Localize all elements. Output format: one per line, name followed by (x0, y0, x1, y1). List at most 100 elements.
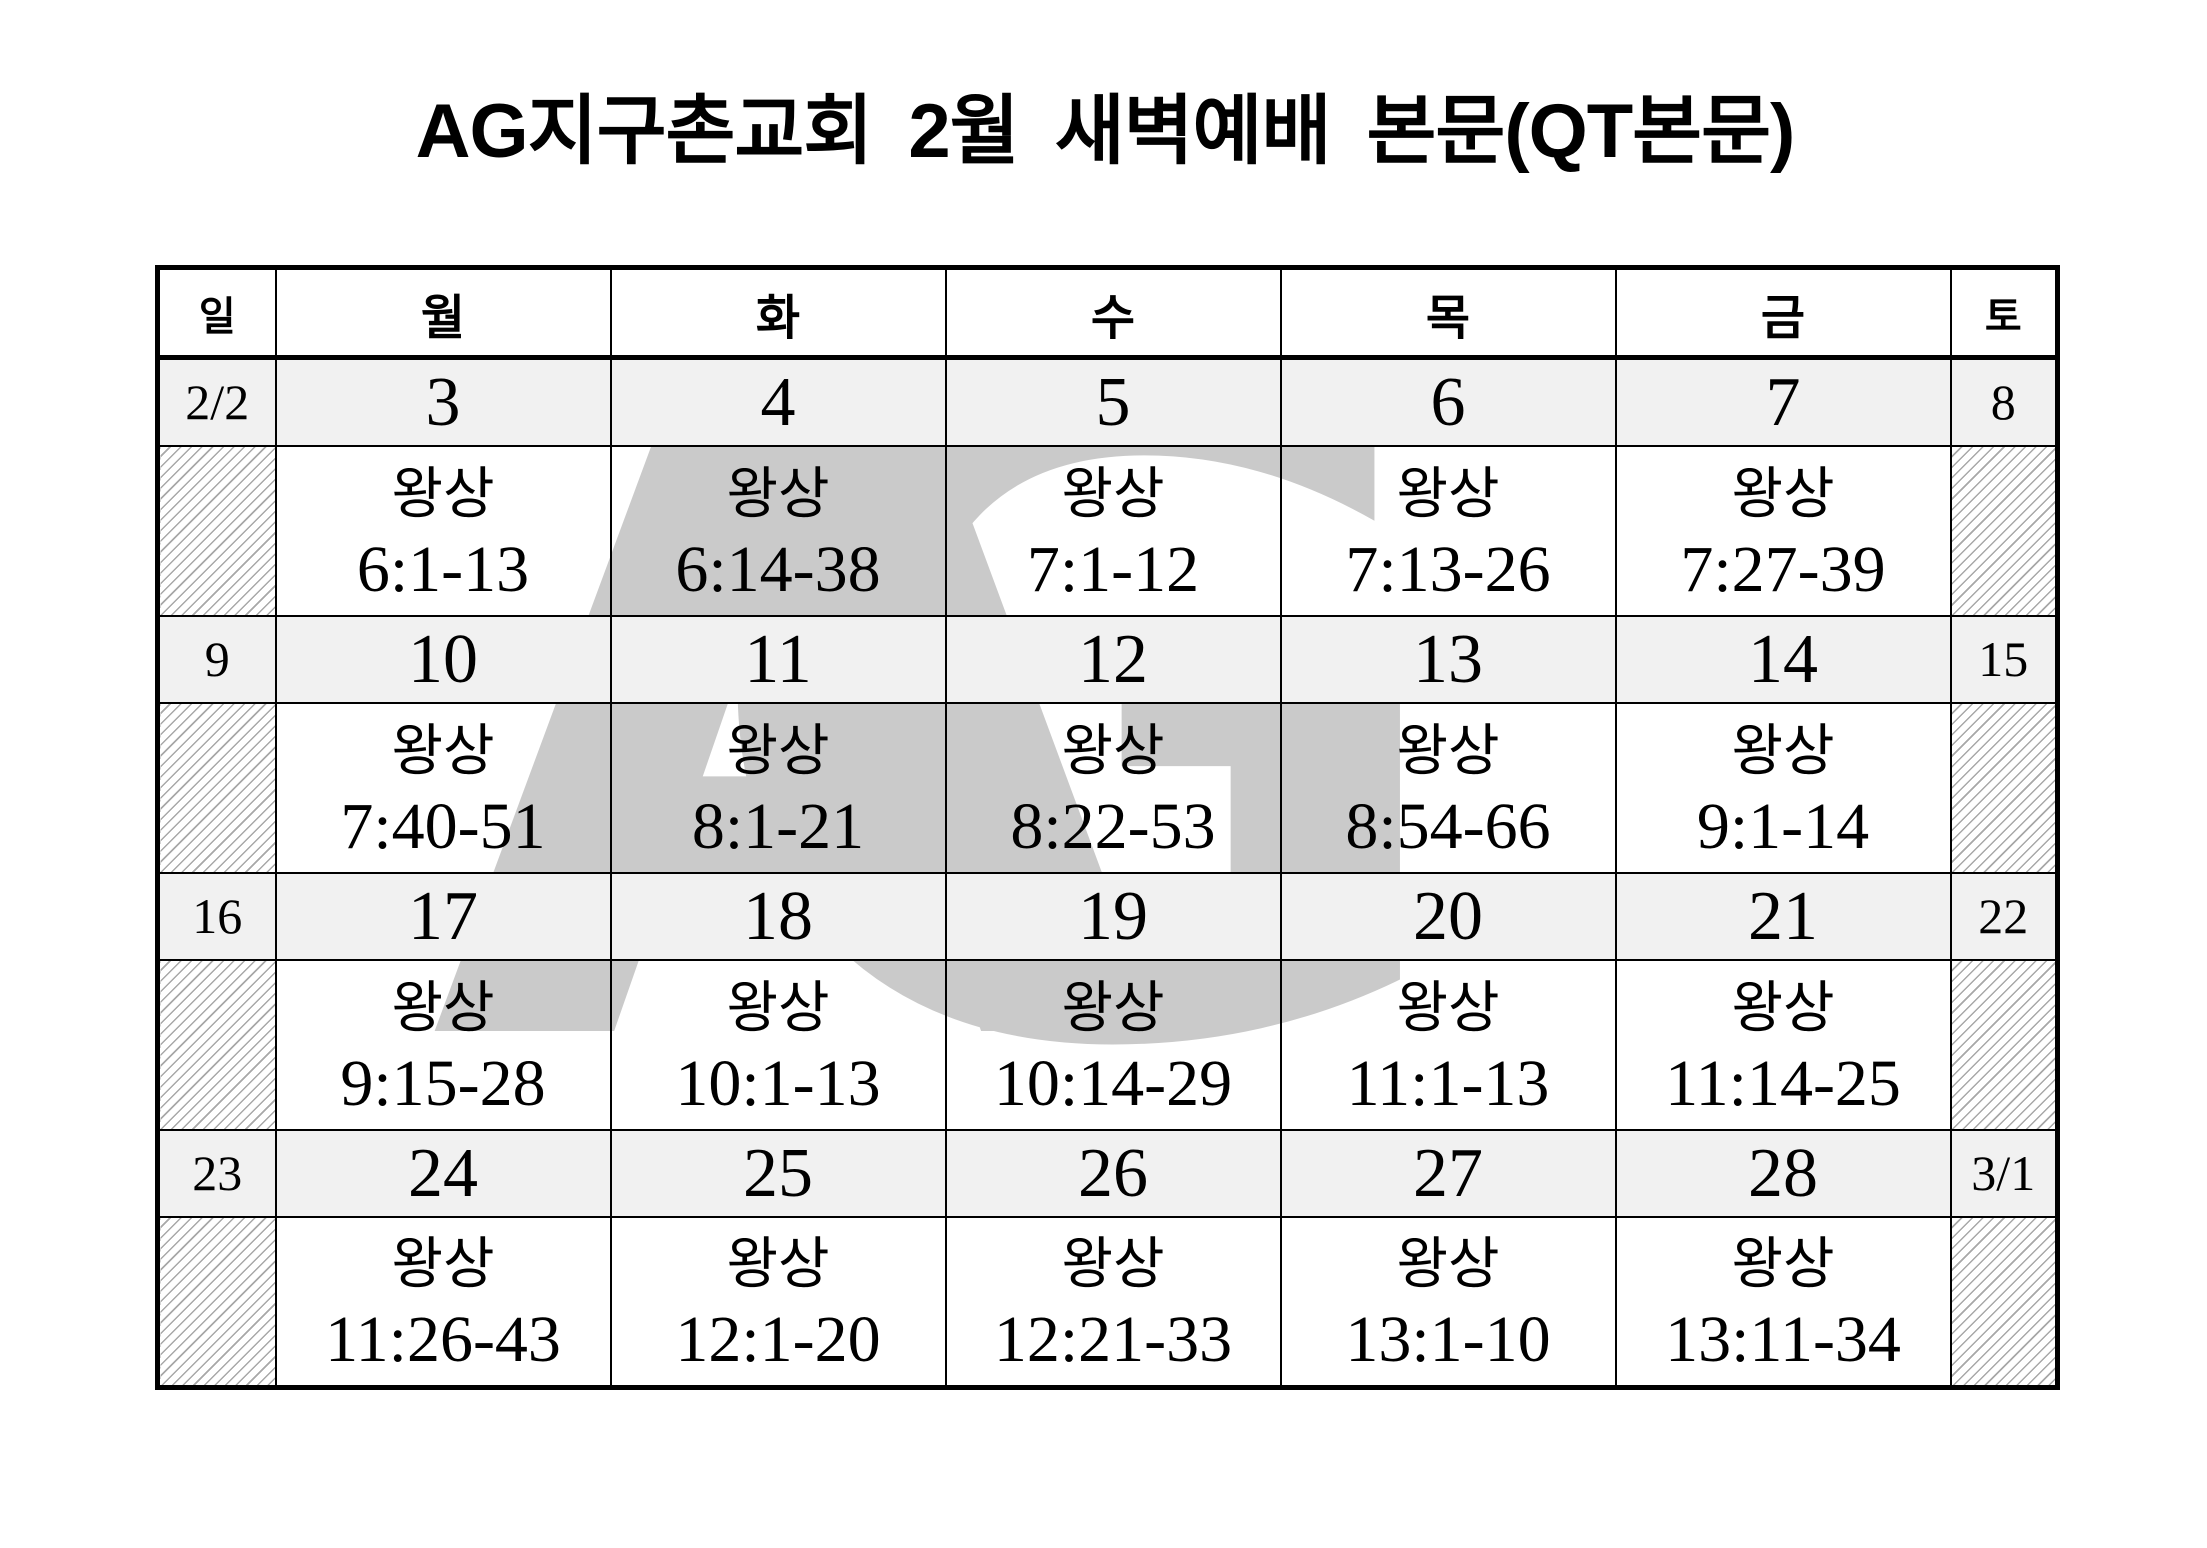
reading-book: 왕상 (1396, 1234, 1500, 1297)
reading-verses: 11:1-13 (1346, 1047, 1550, 1120)
reading-verses: 12:21-33 (993, 1303, 1233, 1377)
date-cell: 15 (1949, 615, 2059, 704)
week-3-date-row: 16 17 18 19 20 21 22 (156, 872, 2059, 961)
reading-book: 왕상 (1396, 978, 1500, 1040)
reading-verses: 13:11-34 (1665, 1303, 1901, 1377)
week-2-reading-row: 왕상 7:40-51 왕상 8:1-21 왕상 8:22-53 왕상 8:54-66 왕상 9:1… (156, 702, 2059, 874)
date-cell: 25 (609, 1129, 947, 1218)
reading-verses: 13:1-10 (1345, 1303, 1551, 1377)
reading-verses: 12:1-20 (675, 1303, 881, 1377)
reading-cell: 왕상 7:13-26 (1279, 445, 1617, 617)
reading-book: 왕상 (1061, 978, 1165, 1040)
date-cell: 6 (1279, 356, 1617, 447)
reading-verses: 9:15-28 (340, 1047, 546, 1120)
date-cell: 16 (156, 872, 277, 961)
date-cell: 21 (1614, 872, 1952, 961)
day-header-0: 일 (156, 266, 277, 360)
reading-cell: 왕상 12:21-33 (944, 1216, 1282, 1388)
date-cell: 18 (609, 872, 947, 961)
reading-book: 왕상 (391, 1234, 495, 1297)
reading-book: 왕상 (1731, 1234, 1835, 1297)
rest-day-hatched-cell (1949, 959, 2059, 1131)
day-header-1: 월 (274, 266, 612, 360)
reading-book: 왕상 (1396, 721, 1500, 783)
reading-verses: 7:1-12 (1026, 533, 1200, 606)
reading-verses: 6:1-13 (356, 533, 530, 606)
reading-verses: 8:1-21 (691, 790, 865, 863)
date-cell: 17 (274, 872, 612, 961)
day-header-4: 목 (1279, 266, 1617, 360)
reading-verses: 8:22-53 (1010, 790, 1216, 863)
reading-cell: 왕상 11:14-25 (1614, 959, 1952, 1131)
page-title: AG지구촌교회 2월 새벽예배 본문(QT본문) (415, 89, 1796, 174)
day-header-5: 금 (1614, 266, 1952, 360)
reading-book: 왕상 (1731, 978, 1835, 1040)
rest-day-hatched-cell (156, 1216, 277, 1388)
reading-cell: 왕상 9:15-28 (274, 959, 612, 1131)
reading-cell: 왕상 7:27-39 (1614, 445, 1952, 617)
reading-verses: 10:1-13 (675, 1047, 881, 1120)
day-header-3: 수 (944, 266, 1282, 360)
rest-day-hatched-cell (156, 445, 277, 617)
rest-day-hatched-cell (156, 959, 277, 1131)
reading-book: 왕상 (1731, 464, 1835, 526)
date-cell: 3/1 (1949, 1129, 2059, 1218)
reading-cell: 왕상 11:26-43 (274, 1216, 612, 1388)
reading-cell: 왕상 7:40-51 (274, 702, 612, 874)
date-cell: 2/2 (156, 356, 277, 447)
reading-cell: 왕상 13:1-10 (1279, 1216, 1617, 1388)
reading-cell: 왕상 10:14-29 (944, 959, 1282, 1131)
day-header-2: 화 (609, 266, 947, 360)
reading-cell: 왕상 8:22-53 (944, 702, 1282, 874)
reading-book: 왕상 (1061, 464, 1165, 526)
date-cell: 10 (274, 615, 612, 704)
reading-cell: 왕상 6:14-38 (609, 445, 947, 617)
rest-day-hatched-cell (1949, 702, 2059, 874)
week-4-reading-row: 왕상 11:26-43 왕상 12:1-20 왕상 12:21-33 왕상 13:1-10 왕상… (156, 1216, 2059, 1388)
date-cell: 13 (1279, 615, 1617, 704)
reading-verses: 7:13-26 (1345, 533, 1551, 606)
week-1-date-row: 2/2 3 4 5 6 7 8 (156, 356, 2059, 447)
date-cell: 24 (274, 1129, 612, 1218)
date-cell: 4 (609, 356, 947, 447)
reading-verses: 7:27-39 (1680, 533, 1886, 606)
rest-day-hatched-cell (1949, 1216, 2059, 1388)
reading-book: 왕상 (1061, 1234, 1165, 1297)
date-cell: 14 (1614, 615, 1952, 704)
reading-cell: 왕상 8:54-66 (1279, 702, 1617, 874)
week-3-reading-row: 왕상 9:15-28 왕상 10:1-13 왕상 10:14-29 왕상 11:1-13 왕상 1… (156, 959, 2059, 1131)
rest-day-hatched-cell (156, 702, 277, 874)
reading-book: 왕상 (391, 464, 495, 526)
date-cell: 22 (1949, 872, 2059, 961)
reading-verses: 8:54-66 (1345, 790, 1551, 863)
date-cell: 28 (1614, 1129, 1952, 1218)
reading-verses: 11:26-43 (325, 1303, 561, 1377)
reading-verses: 11:14-25 (1665, 1047, 1901, 1120)
reading-cell: 왕상 12:1-20 (609, 1216, 947, 1388)
reading-verses: 10:14-29 (993, 1047, 1233, 1120)
date-cell: 3 (274, 356, 612, 447)
reading-cell: 왕상 6:1-13 (274, 445, 612, 617)
reading-cell: 왕상 8:1-21 (609, 702, 947, 874)
reading-book: 왕상 (726, 1234, 830, 1297)
rest-day-hatched-cell (1949, 445, 2059, 617)
reading-book: 왕상 (1061, 721, 1165, 783)
date-cell: 23 (156, 1129, 277, 1218)
week-2-date-row: 9 10 11 12 13 14 15 (156, 615, 2059, 704)
reading-book: 왕상 (391, 721, 495, 783)
day-header-6: 토 (1949, 266, 2059, 360)
date-cell: 11 (609, 615, 947, 704)
reading-book: 왕상 (726, 464, 830, 526)
reading-book: 왕상 (1396, 464, 1500, 526)
date-cell: 19 (944, 872, 1282, 961)
date-cell: 20 (1279, 872, 1617, 961)
date-cell: 8 (1949, 356, 2059, 447)
reading-cell: 왕상 10:1-13 (609, 959, 947, 1131)
calendar-body: 2/2 3 4 5 6 7 8 왕상 6:1-13 왕상 6:14-38 왕상 7:1-12 왕상 7:13… (156, 356, 2059, 1388)
reading-book: 왕상 (391, 978, 495, 1040)
reading-book: 왕상 (726, 721, 830, 783)
reading-cell: 왕상 11:1-13 (1279, 959, 1617, 1131)
reading-cell: 왕상 13:11-34 (1614, 1216, 1952, 1388)
